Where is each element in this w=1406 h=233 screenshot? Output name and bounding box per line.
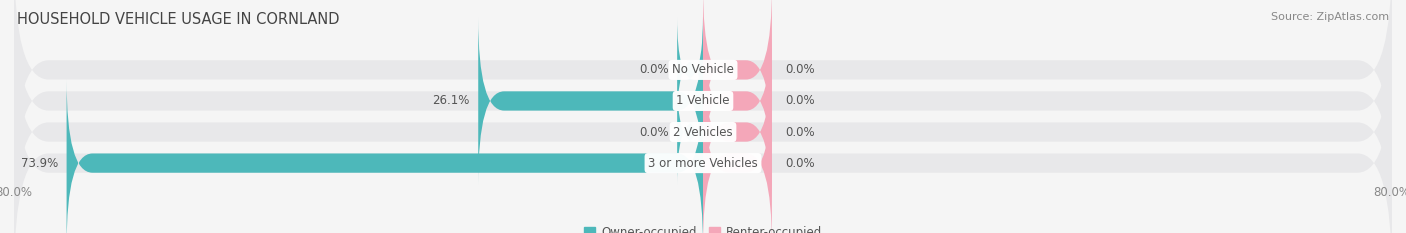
FancyBboxPatch shape: [703, 0, 772, 154]
FancyBboxPatch shape: [678, 17, 703, 122]
FancyBboxPatch shape: [14, 48, 1392, 233]
FancyBboxPatch shape: [678, 79, 703, 185]
Text: No Vehicle: No Vehicle: [672, 63, 734, 76]
Text: 1 Vehicle: 1 Vehicle: [676, 94, 730, 107]
Text: 0.0%: 0.0%: [785, 157, 814, 170]
FancyBboxPatch shape: [703, 48, 772, 216]
Text: 0.0%: 0.0%: [638, 126, 669, 139]
Text: 3 or more Vehicles: 3 or more Vehicles: [648, 157, 758, 170]
FancyBboxPatch shape: [14, 0, 1392, 185]
Text: 0.0%: 0.0%: [638, 63, 669, 76]
Text: Source: ZipAtlas.com: Source: ZipAtlas.com: [1271, 12, 1389, 22]
Text: 2 Vehicles: 2 Vehicles: [673, 126, 733, 139]
Text: HOUSEHOLD VEHICLE USAGE IN CORNLAND: HOUSEHOLD VEHICLE USAGE IN CORNLAND: [17, 12, 339, 27]
Text: 0.0%: 0.0%: [785, 63, 814, 76]
Legend: Owner-occupied, Renter-occupied: Owner-occupied, Renter-occupied: [579, 221, 827, 233]
Text: 0.0%: 0.0%: [785, 94, 814, 107]
FancyBboxPatch shape: [14, 17, 1392, 233]
FancyBboxPatch shape: [703, 79, 772, 233]
FancyBboxPatch shape: [66, 79, 703, 233]
FancyBboxPatch shape: [478, 17, 703, 185]
Text: 73.9%: 73.9%: [21, 157, 58, 170]
FancyBboxPatch shape: [14, 0, 1392, 216]
FancyBboxPatch shape: [703, 17, 772, 185]
Text: 0.0%: 0.0%: [785, 126, 814, 139]
Text: 26.1%: 26.1%: [432, 94, 470, 107]
